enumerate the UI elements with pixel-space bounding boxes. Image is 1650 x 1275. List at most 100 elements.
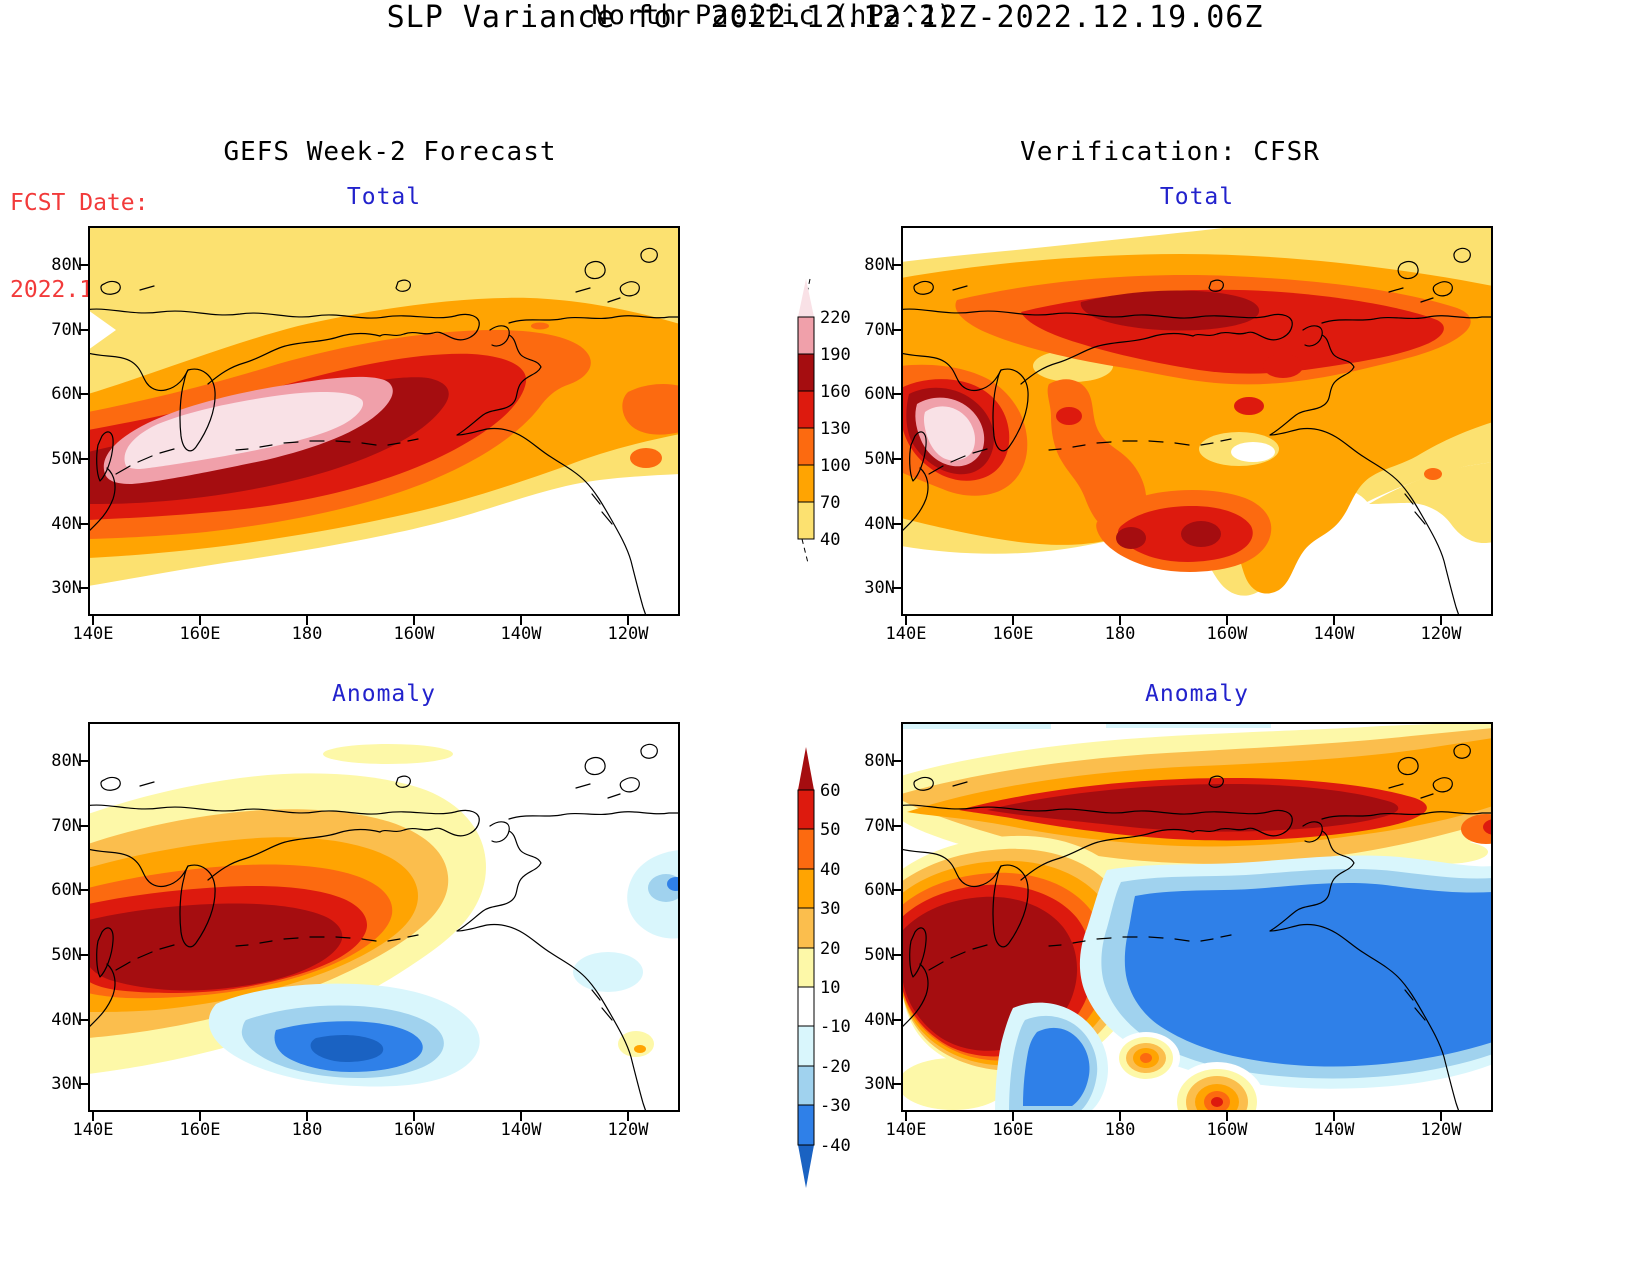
lon-label: 140E — [885, 624, 927, 644]
colorbar-anomaly: 60 50 40 30 20 10 -10 -20 -30 -40 — [797, 747, 851, 1188]
lat-label: 70N — [864, 320, 895, 340]
column-title-verification: Verification: CFSR — [1020, 137, 1320, 167]
lon-label: 140W — [1313, 1120, 1355, 1140]
svg-text:40: 40 — [820, 860, 840, 880]
map-panel-cfsr-anomaly — [892, 722, 1493, 1121]
lon-label: 140W — [500, 624, 542, 644]
svg-text:220: 220 — [820, 308, 851, 328]
lat-label: 30N — [864, 1074, 895, 1094]
lat-label: 30N — [51, 1074, 82, 1094]
panel-title-gefs-total: Total — [346, 184, 422, 210]
colorbar-dividers — [798, 828, 814, 1106]
lat-label: 30N — [51, 578, 82, 598]
figure-title-line2: North Pacific (hPa^2) — [591, 0, 954, 31]
lon-label: 140E — [72, 624, 114, 644]
lat-label: 70N — [51, 816, 82, 836]
colorbar-arrow-bottom — [798, 1145, 814, 1188]
map-panel-gefs-anomaly — [79, 722, 680, 1121]
lat-label: 40N — [51, 1010, 82, 1030]
lat-label: 40N — [864, 514, 895, 534]
svg-text:100: 100 — [820, 456, 851, 476]
svg-text:-40: -40 — [820, 1136, 851, 1156]
lon-label: 120W — [607, 624, 649, 644]
axis-ticks — [892, 760, 1442, 1121]
lat-label: 70N — [51, 320, 82, 340]
contours-cfsr-total — [901, 226, 1493, 616]
map-panel-gefs-total — [79, 226, 680, 625]
lon-label: 160W — [393, 624, 435, 644]
colorbar-arrow-dash — [801, 538, 809, 564]
lon-label: 180 — [291, 1120, 323, 1140]
lat-label: 50N — [864, 449, 895, 469]
lon-label: 140E — [72, 1120, 114, 1140]
colorbar-total: 220 190 160 130 100 70 40 — [797, 278, 851, 564]
lon-label: 140W — [1313, 624, 1355, 644]
svg-text:190: 190 — [820, 345, 851, 365]
lon-label: 160E — [179, 624, 221, 644]
lat-label: 60N — [864, 880, 895, 900]
lon-label: 180 — [1104, 624, 1136, 644]
lat-label: 50N — [51, 945, 82, 965]
forecast-date-label: FCST Date: — [10, 190, 149, 216]
lon-label: 120W — [1420, 624, 1462, 644]
lat-label: 30N — [864, 578, 895, 598]
map-frame — [88, 226, 680, 616]
svg-text:160: 160 — [820, 382, 851, 402]
svg-text:130: 130 — [820, 419, 851, 439]
colorbar-arrow-top — [798, 747, 814, 790]
colorbar-dividers — [798, 353, 814, 503]
lat-label: 50N — [864, 945, 895, 965]
panel-title-cfsr-anomaly: Anomaly — [1145, 681, 1249, 707]
colorbar-total-labels: 220 190 160 130 100 70 40 — [820, 308, 851, 550]
axis-ticks — [79, 264, 629, 625]
axis-ticks — [892, 264, 1442, 625]
figure-title-line1: SLP Variance for 2022.12.12.12Z-2022.12.… — [386, 0, 1264, 35]
lon-label: 140W — [500, 1120, 542, 1140]
lat-label: 60N — [51, 880, 82, 900]
lat-label: 80N — [51, 255, 82, 275]
lon-label: 160E — [992, 624, 1034, 644]
lat-label: 80N — [864, 255, 895, 275]
svg-text:30: 30 — [820, 899, 840, 919]
svg-text:10: 10 — [820, 978, 840, 998]
contours-gefs-total — [88, 226, 680, 616]
svg-text:-10: -10 — [820, 1017, 851, 1037]
svg-text:50: 50 — [820, 820, 840, 840]
lat-label: 60N — [51, 384, 82, 404]
svg-text:-30: -30 — [820, 1096, 851, 1116]
svg-text:40: 40 — [820, 530, 840, 550]
colorbar-arrow-top — [798, 279, 814, 317]
contours-gefs-anomaly — [88, 722, 680, 1112]
svg-text:-20: -20 — [820, 1057, 851, 1077]
svg-text:60: 60 — [820, 781, 840, 801]
lat-label: 50N — [51, 449, 82, 469]
lon-label: 160E — [179, 1120, 221, 1140]
lat-label: 70N — [864, 816, 895, 836]
lon-label: 180 — [1104, 1120, 1136, 1140]
contours-cfsr-anomaly — [901, 722, 1493, 1112]
lat-label: 60N — [864, 384, 895, 404]
svg-text:20: 20 — [820, 939, 840, 959]
lon-label: 120W — [607, 1120, 649, 1140]
panel-title-cfsr-total: Total — [1159, 184, 1235, 210]
axis-ticks — [79, 760, 629, 1121]
map-frame — [901, 226, 1493, 616]
lat-label: 40N — [51, 514, 82, 534]
map-frame — [88, 722, 680, 1112]
lon-label: 160E — [992, 1120, 1034, 1140]
lon-label: 160W — [1206, 624, 1248, 644]
column-title-forecast: GEFS Week-2 Forecast — [223, 137, 557, 167]
lon-label: 120W — [1420, 1120, 1462, 1140]
lat-label: 80N — [51, 751, 82, 771]
lon-label: 160W — [393, 1120, 435, 1140]
lat-label: 80N — [864, 751, 895, 771]
map-frame — [901, 722, 1493, 1112]
lon-label: 180 — [291, 624, 323, 644]
lon-label: 140E — [885, 1120, 927, 1140]
panel-title-gefs-anomaly: Anomaly — [332, 681, 436, 707]
svg-text:70: 70 — [820, 493, 840, 513]
lon-label: 160W — [1206, 1120, 1248, 1140]
map-panel-cfsr-total — [892, 226, 1493, 625]
colorbar-anomaly-labels: 60 50 40 30 20 10 -10 -20 -30 -40 — [820, 781, 851, 1156]
